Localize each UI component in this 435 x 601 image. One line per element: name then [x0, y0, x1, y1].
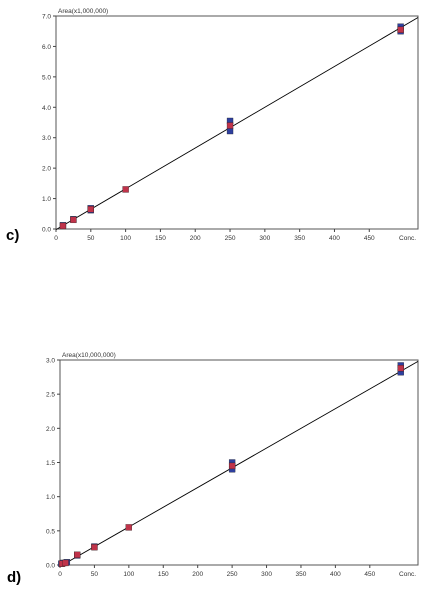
panel-label-d: d) [7, 569, 22, 586]
x-tick-label: 200 [190, 235, 201, 242]
y-tick-label: 0.0 [42, 227, 51, 234]
x-axis-title: Conc. [399, 235, 416, 242]
x-tick-label: 100 [123, 571, 134, 578]
chart-c: 0.0 1.0 2.0 3.0 4.0 5.0 6.0 7.0 0 50 100 150 200 250 3… [42, 8, 419, 242]
y-tick-label: 3.0 [46, 358, 55, 365]
y-tick-label: 1.0 [42, 196, 51, 203]
x-tick-label: 300 [261, 571, 272, 578]
x-tick-label: 50 [91, 571, 99, 578]
data-point [70, 216, 77, 224]
x-tick-label: 150 [158, 571, 169, 578]
plot-area [55, 15, 419, 230]
x-tick-label: 400 [330, 571, 341, 578]
data-point [122, 186, 129, 193]
chart-d: 0.0 0.5 1.0 1.5 2.0 2.5 3.0 0 50 100 150 200 250 300 3… [46, 352, 419, 578]
panel-label-c: c) [6, 227, 20, 244]
y-tick-label: 1.0 [46, 494, 55, 501]
data-point [397, 365, 404, 372]
y-tick-label: 0.0 [46, 563, 55, 570]
chart-panel-c: 0.0 1.0 2.0 3.0 4.0 5.0 6.0 7.0 0 50 100 150 200 250 3… [0, 0, 435, 250]
data-point [74, 551, 81, 558]
x-tick-label: 150 [155, 235, 166, 242]
y-tick-label: 0.5 [46, 528, 55, 535]
y-tick-label: 2.0 [42, 166, 51, 173]
y-tick-label: 2.5 [46, 392, 55, 399]
x-tick-label: 450 [364, 235, 375, 242]
y-axis-title: Area(x1,000,000) [58, 8, 108, 15]
y-tick-label: 2.0 [46, 426, 55, 433]
y-tick-label: 5.0 [42, 74, 51, 81]
x-tick-label: 200 [192, 571, 203, 578]
data-point [226, 122, 234, 129]
data-point [59, 222, 67, 230]
calibration-fit-line [55, 17, 419, 230]
y-tick-label: 3.0 [42, 135, 51, 142]
data-point [91, 544, 98, 551]
x-tick-label: 100 [120, 235, 131, 242]
x-tick-label: 0 [54, 235, 58, 242]
x-tick-label: 250 [227, 571, 238, 578]
x-axis-title: Conc. [399, 571, 416, 578]
y-tick-label: 4.0 [42, 105, 51, 112]
x-tick-label: 50 [87, 235, 95, 242]
plot-area [59, 359, 419, 566]
data-point [397, 26, 404, 33]
chart-panel-d: 0.0 0.5 1.0 1.5 2.0 2.5 3.0 0 50 100 150 200 250 300 3… [0, 340, 435, 601]
data-point [62, 559, 69, 567]
data-point [87, 206, 94, 213]
x-tick-label: 0 [58, 571, 62, 578]
x-tick-label: 350 [296, 571, 307, 578]
x-tick-label: 450 [364, 571, 375, 578]
x-tick-label: 350 [294, 235, 305, 242]
calibration-fit-line [59, 360, 419, 567]
data-point [125, 524, 132, 531]
y-tick-label: 6.0 [42, 44, 51, 51]
x-tick-label: 250 [225, 235, 236, 242]
data-point [228, 462, 236, 470]
x-tick-label: 400 [329, 235, 340, 242]
x-tick-label: 300 [259, 235, 270, 242]
y-tick-label: 1.5 [46, 460, 55, 467]
data-point [226, 127, 234, 135]
y-axis-title: Area(x10,000,000) [62, 352, 116, 359]
y-tick-label: 7.0 [42, 14, 51, 21]
